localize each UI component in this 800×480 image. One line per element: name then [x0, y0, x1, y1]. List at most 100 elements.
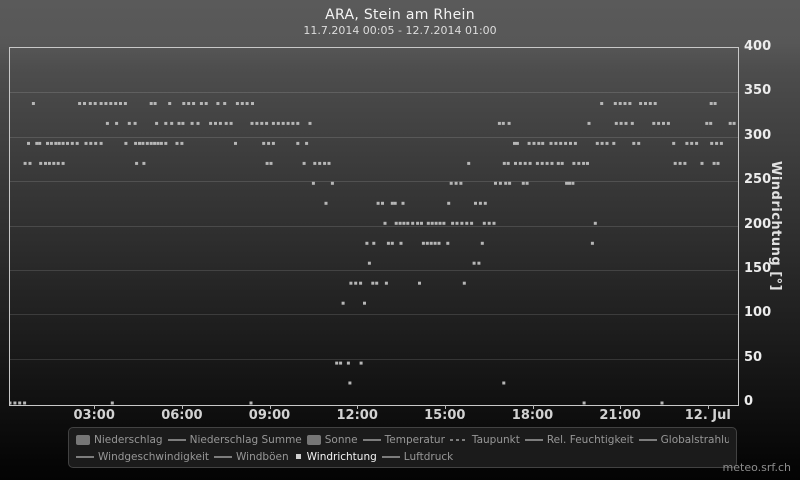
- legend-item-windgeschwindigkeit[interactable]: Windgeschwindigkeit: [76, 451, 209, 463]
- data-point: [426, 221, 430, 225]
- legend-item-windböen[interactable]: Windböen: [214, 451, 289, 463]
- data-point: [652, 121, 656, 125]
- x-tick-mark: [269, 405, 271, 409]
- data-point: [291, 121, 295, 125]
- data-point: [323, 161, 327, 165]
- data-point: [619, 121, 623, 125]
- legend-label: Temperatur: [384, 433, 445, 446]
- data-point: [324, 201, 328, 205]
- data-point: [657, 121, 661, 125]
- data-point: [451, 221, 455, 225]
- y-tick-label: 350: [744, 83, 772, 99]
- data-point: [119, 102, 122, 105]
- data-point: [271, 141, 275, 145]
- line-swatch-icon: [167, 438, 186, 441]
- data-point: [104, 102, 108, 105]
- data-point: [23, 401, 27, 405]
- legend-item-luftdruck[interactable]: Luftdruck: [381, 451, 453, 463]
- data-point: [240, 102, 244, 105]
- data-point: [196, 121, 200, 125]
- data-point: [411, 221, 415, 225]
- data-point: [504, 181, 508, 185]
- data-point: [477, 261, 481, 265]
- data-point: [204, 102, 208, 105]
- data-point: [349, 281, 353, 285]
- data-point: [39, 161, 43, 165]
- data-point: [223, 102, 227, 105]
- legend-item-windrichtung[interactable]: Windrichtung: [294, 451, 377, 463]
- data-point: [66, 141, 69, 145]
- legend-item-niederschlag-summe[interactable]: Niederschlag Summe: [167, 434, 302, 446]
- data-point: [525, 181, 529, 185]
- data-point: [109, 102, 113, 105]
- data-point: [38, 141, 42, 145]
- legend-item-sonne[interactable]: Sonne: [306, 434, 358, 446]
- x-tick-label: 18:00: [511, 408, 554, 423]
- data-point: [47, 161, 51, 165]
- data-point: [110, 401, 114, 405]
- data-point: [612, 141, 616, 145]
- data-point: [554, 141, 558, 145]
- square-swatch-icon: [295, 454, 301, 459]
- box-swatch-icon: [76, 434, 90, 445]
- data-point: [13, 401, 17, 405]
- line-swatch-icon: [524, 438, 543, 441]
- data-point: [52, 161, 56, 165]
- data-point: [269, 161, 273, 165]
- legend-label: Windböen: [236, 450, 289, 463]
- data-point: [494, 181, 497, 185]
- line-swatch-icon: [214, 455, 233, 458]
- data-point: [449, 181, 453, 185]
- data-point: [565, 181, 569, 185]
- x-tick-mark: [620, 405, 622, 409]
- data-point: [267, 141, 271, 145]
- data-point: [438, 221, 442, 225]
- legend-item-niederschlag[interactable]: Niederschlag: [76, 434, 163, 446]
- data-point: [229, 121, 233, 125]
- data-point: [605, 141, 609, 145]
- legend-item-taupunkt[interactable]: Taupunkt: [449, 433, 520, 446]
- data-point: [653, 102, 657, 105]
- legend-label: Taupunkt: [471, 433, 520, 446]
- data-point: [281, 121, 285, 125]
- gridline: [10, 181, 738, 183]
- data-point: [429, 241, 433, 245]
- legend-item-temperatur[interactable]: Temperatur: [362, 433, 445, 446]
- data-point: [483, 201, 487, 205]
- data-point: [386, 241, 390, 245]
- data-point: [199, 102, 203, 105]
- data-point: [521, 181, 525, 185]
- data-point: [719, 141, 723, 145]
- data-point: [138, 141, 141, 145]
- data-point: [249, 401, 253, 405]
- data-point: [124, 141, 128, 145]
- data-point: [556, 161, 560, 165]
- data-point: [472, 261, 476, 265]
- data-point: [506, 161, 510, 165]
- legend-item-globalstrahlung[interactable]: Globalstrahlung: [638, 434, 729, 446]
- data-point: [527, 141, 531, 145]
- data-point: [402, 221, 406, 225]
- data-point: [672, 141, 676, 145]
- data-point: [348, 381, 352, 385]
- data-point: [537, 141, 541, 145]
- data-point: [564, 141, 568, 145]
- legend-item-rel-feuchtigkeit[interactable]: Rel. Feuchtigkeit: [524, 433, 634, 446]
- data-point: [153, 102, 157, 105]
- legend-label: Rel. Feuchtigkeit: [546, 433, 634, 446]
- data-point: [492, 221, 496, 225]
- data-point: [637, 141, 641, 145]
- legend-label: Windrichtung: [306, 450, 377, 463]
- data-point: [123, 102, 127, 105]
- data-point: [571, 181, 575, 185]
- data-point: [630, 121, 634, 125]
- data-point: [502, 381, 506, 385]
- data-point: [159, 141, 163, 145]
- data-point: [639, 102, 643, 105]
- data-point: [507, 121, 511, 125]
- data-point: [600, 141, 604, 145]
- line-swatch-icon: [76, 455, 94, 458]
- data-point: [587, 121, 591, 125]
- data-point: [46, 141, 49, 145]
- chart-header: ARA, Stein am Rhein 11.7.2014 00:05 - 12…: [0, 0, 800, 43]
